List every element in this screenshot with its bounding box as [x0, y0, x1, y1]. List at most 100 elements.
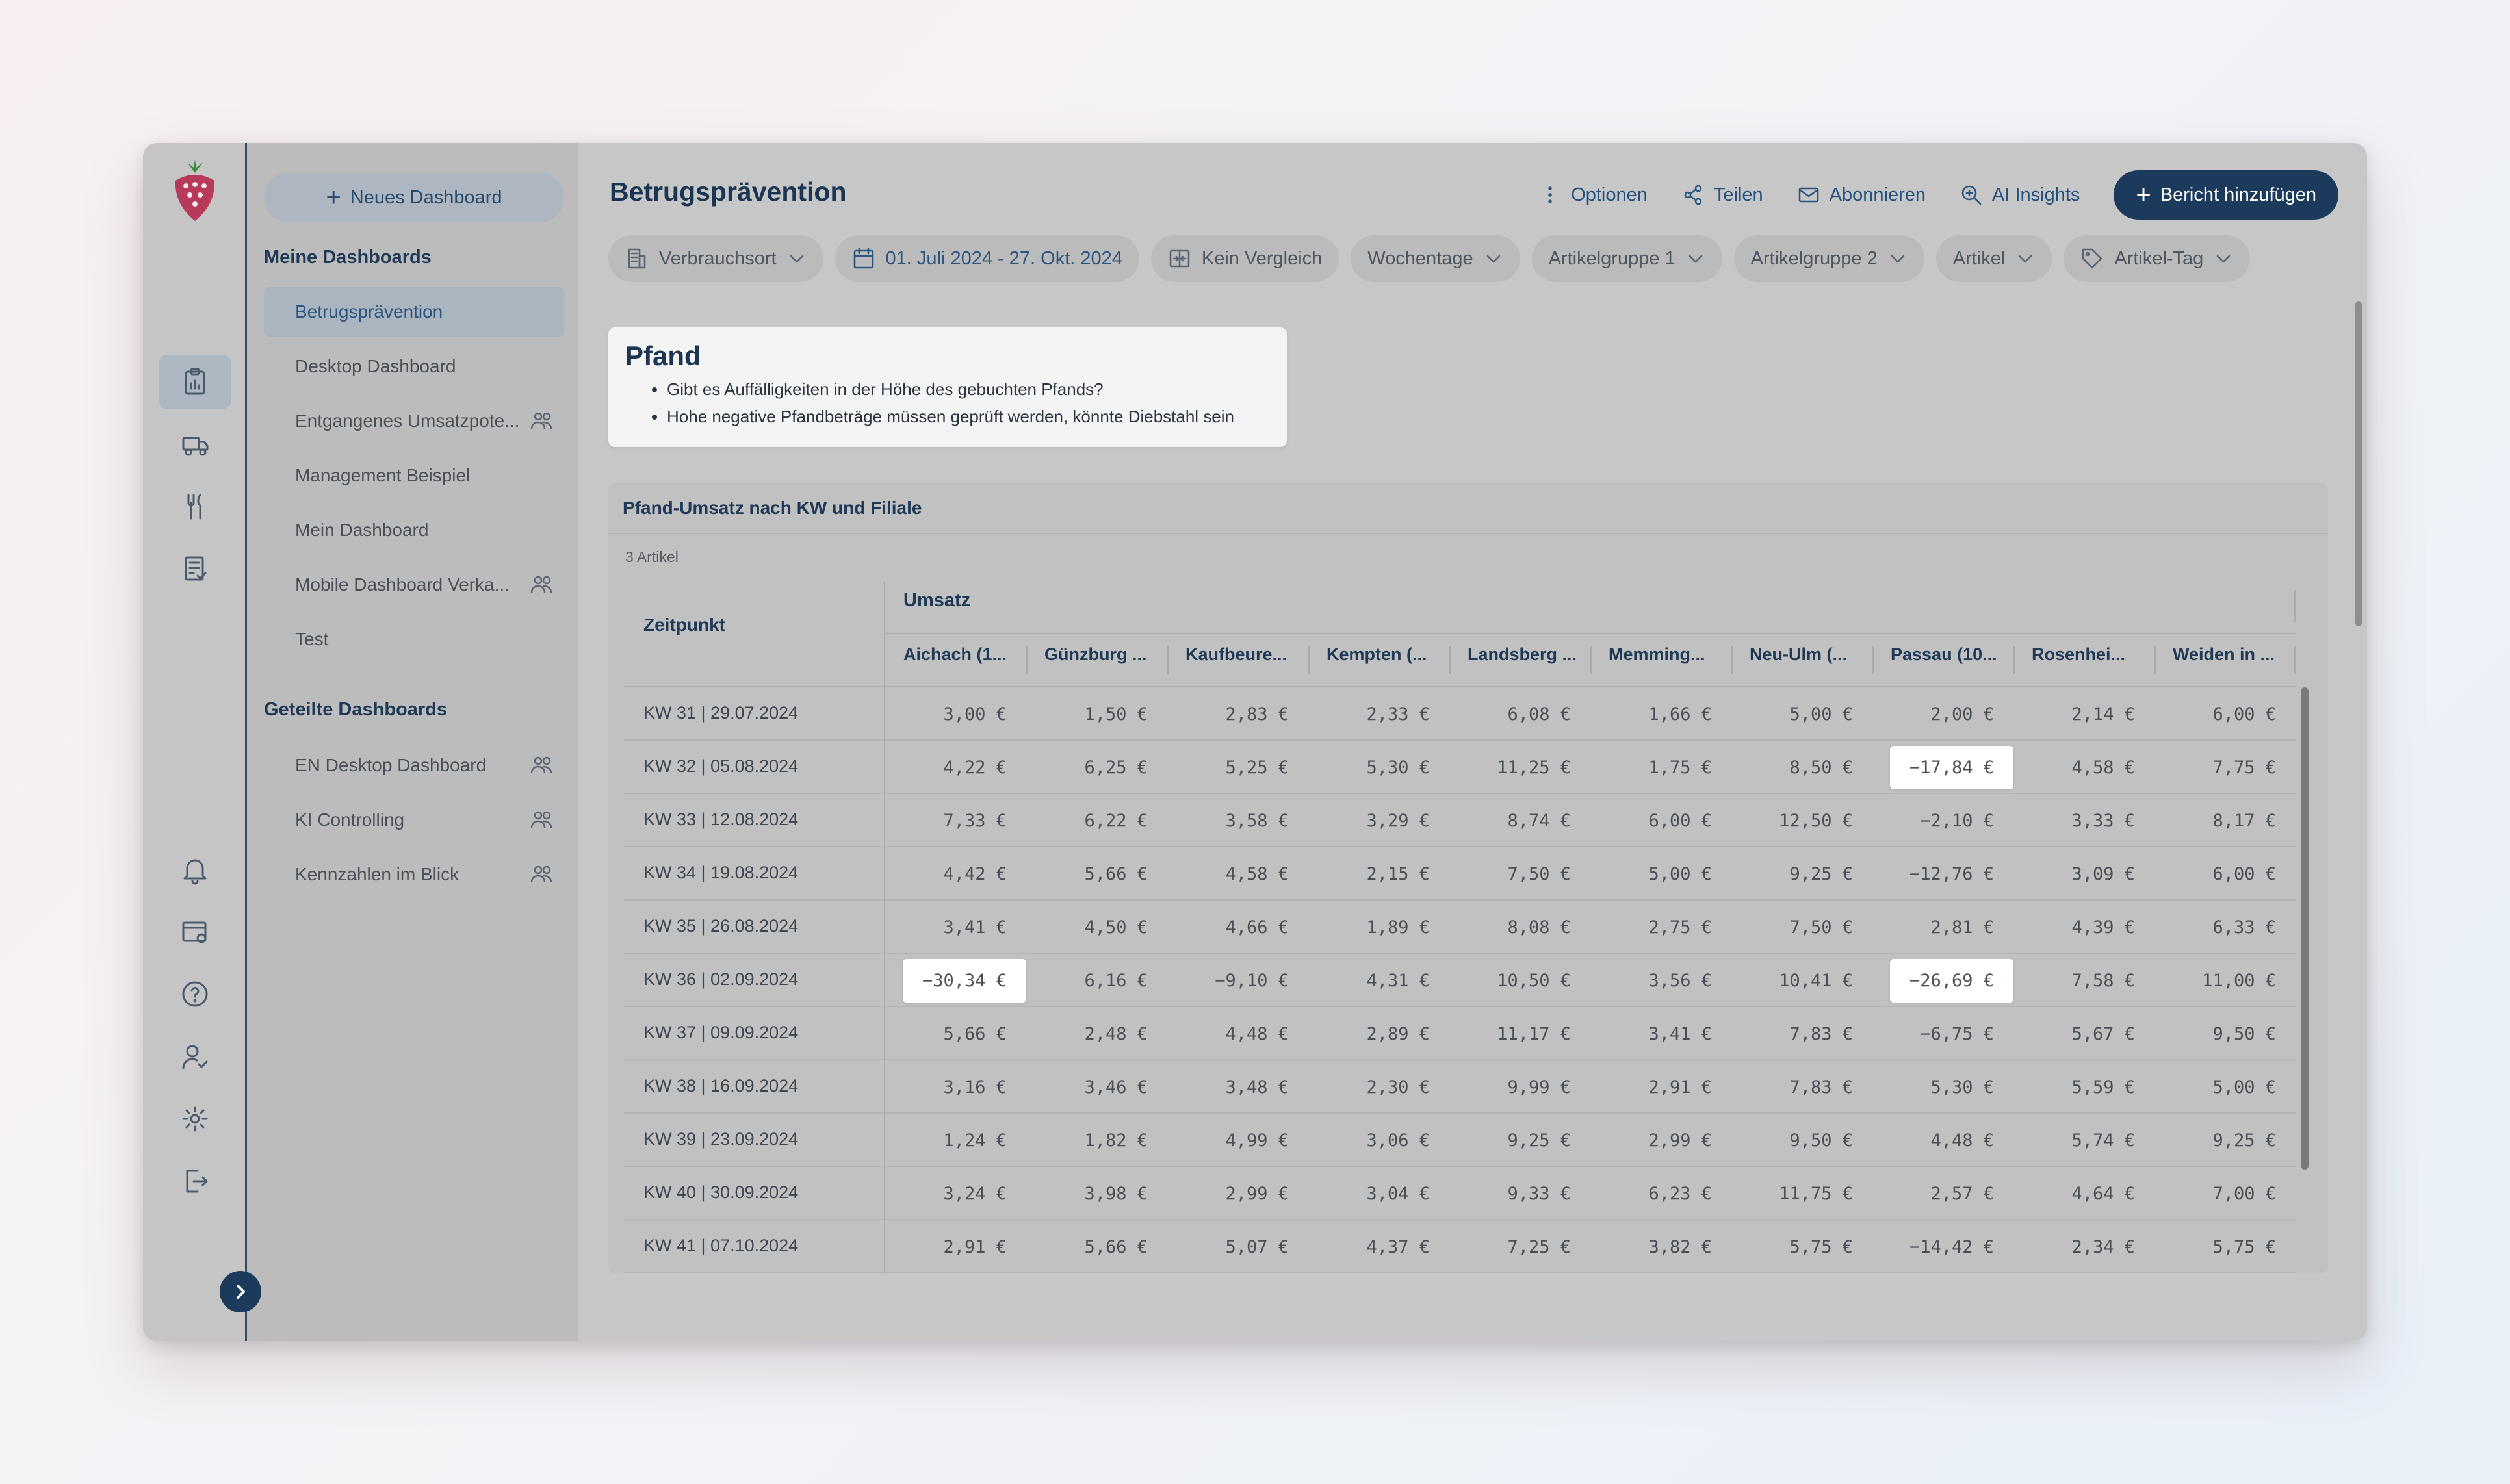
table-cell: 3,06 € — [1308, 1114, 1449, 1167]
table-cell: 2,33 € — [1308, 687, 1449, 741]
table-cell: 9,25 € — [1449, 1114, 1590, 1167]
table-cell: 9,25 € — [2154, 1114, 2296, 1167]
cell-value: 5,67 € — [2071, 1023, 2135, 1044]
sidebar-item-management-beispiel[interactable]: Management Beispiel — [264, 451, 564, 500]
table-row[interactable]: KW 41 | 07.10.2024 2,91 € 5,66 € 5,07 € 4,37… — [624, 1220, 2296, 1273]
cell-value: 2,91 € — [1648, 1077, 1712, 1097]
account-button[interactable] — [159, 1029, 231, 1084]
logout-button[interactable] — [159, 1154, 231, 1209]
shared-users-icon — [529, 862, 555, 888]
comparison-filter[interactable]: Kein Vergleich — [1150, 235, 1339, 282]
sidebar-item-ki-controlling[interactable]: KI Controlling — [264, 795, 564, 845]
table-row[interactable]: KW 35 | 26.08.2024 3,41 € 4,50 € 4,66 € 1,89… — [624, 901, 2296, 954]
table-cell: 5,30 € — [1872, 1060, 2013, 1114]
table-scrollbar[interactable] — [2301, 687, 2309, 1170]
help-circle-icon — [182, 981, 208, 1007]
chevron-down-icon — [2217, 255, 2231, 263]
cell-value: 4,42 € — [943, 864, 1007, 884]
dashboard-nav-button[interactable] — [159, 355, 231, 409]
sidebar-item-mobile-dashboard[interactable]: Mobile Dashboard Verka... — [264, 560, 564, 609]
settings-button[interactable] — [159, 1092, 231, 1146]
food-nav-button[interactable] — [159, 480, 231, 534]
cell-value: 5,30 € — [1366, 757, 1430, 778]
cell-value: 5,66 € — [1084, 864, 1148, 884]
subscribe-button[interactable]: Abonnieren — [1797, 183, 1926, 207]
column-header[interactable]: Neu-Ulm (... — [1750, 645, 1848, 664]
cell-value: 3,41 € — [1648, 1023, 1712, 1044]
article-filter[interactable]: Artikel — [1935, 235, 2052, 282]
cell-value: 7,25 € — [1507, 1236, 1571, 1257]
checklist-icon — [185, 556, 207, 581]
notifications-button[interactable] — [159, 842, 231, 897]
collapse-sidebar-button[interactable] — [220, 1271, 261, 1312]
table-cell: 7,75 € — [2154, 741, 2296, 794]
share-button[interactable]: Teilen — [1681, 183, 1763, 207]
table-body[interactable]: KW 31 | 29.07.2024 3,00 € 1,50 € 2,83 € 2,33… — [624, 687, 2296, 1273]
sidebar-item-test[interactable]: Test — [264, 615, 564, 664]
article-tag-filter[interactable]: Artikel-Tag — [2064, 235, 2251, 282]
table-row[interactable]: KW 31 | 29.07.2024 3,00 € 1,50 € 2,83 € 2,33… — [624, 687, 2296, 741]
ai-insights-button[interactable]: AI Insights — [1960, 183, 2080, 207]
sidebar-item-entgangenes-umsatzpotential[interactable]: Entgangenes Umsatzpote... — [264, 396, 564, 446]
date-range-label: 01. Juli 2024 - 27. Okt. 2024 — [885, 248, 1122, 269]
table-cell: 4,42 € — [885, 847, 1026, 901]
column-header[interactable]: Kaufbeure... — [1185, 645, 1287, 664]
sidebar-item-desktop-dashboard[interactable]: Desktop Dashboard — [264, 342, 564, 391]
column-header[interactable]: Landsberg ... — [1468, 645, 1577, 664]
table-cell: 1,82 € — [1026, 1114, 1167, 1167]
sidebar-item-en-desktop-dashboard[interactable]: EN Desktop Dashboard — [264, 741, 564, 790]
column-header[interactable]: Kempten (... — [1326, 645, 1427, 664]
sidebar-item-kennzahlen-im-blick[interactable]: Kennzahlen im Blick — [264, 850, 564, 899]
help-button[interactable] — [159, 967, 231, 1021]
table-cell: 6,00 € — [1590, 794, 1731, 847]
tag-icon — [2082, 248, 2102, 269]
date-range-filter[interactable]: 01. Juli 2024 - 27. Okt. 2024 — [835, 235, 1139, 282]
table-cell: 4,22 € — [885, 741, 1026, 794]
column-header[interactable]: Passau (10... — [1891, 645, 1997, 664]
table-row[interactable]: KW 39 | 23.09.2024 1,24 € 1,82 € 4,99 € 3,06… — [624, 1114, 2296, 1167]
column-header[interactable]: Rosenhei... — [2032, 645, 2126, 664]
column-header[interactable]: Aichach (1... — [903, 645, 1007, 664]
checklist-nav-button[interactable] — [159, 542, 231, 596]
weekdays-filter[interactable]: Wochentage — [1351, 235, 1520, 282]
cell-value: 1,89 € — [1366, 917, 1430, 938]
table-row[interactable]: KW 38 | 16.09.2024 3,16 € 3,46 € 3,48 € 2,30… — [624, 1060, 2296, 1114]
schedule-settings-button[interactable] — [159, 904, 231, 959]
chevron-down-icon — [1486, 255, 1500, 263]
table-row[interactable]: KW 33 | 12.08.2024 7,33 € 6,22 € 3,58 € 3,29… — [624, 794, 2296, 847]
table-cell: 4,99 € — [1167, 1114, 1308, 1167]
options-button[interactable]: Optionen — [1538, 183, 1648, 207]
table-cell: 3,46 € — [1026, 1060, 1167, 1114]
delivery-nav-button[interactable] — [159, 417, 231, 472]
sidebar-item-betrugspraevention[interactable]: Betrugsprävention — [264, 287, 564, 337]
table-cell: 7,58 € — [2013, 954, 2154, 1007]
table-row[interactable]: KW 36 | 02.09.2024 −30,34 € 6,16 € −9,10 € 4… — [624, 954, 2296, 1007]
location-filter-label: Verbrauchsort — [659, 248, 777, 269]
cell-value: 4,48 € — [1930, 1130, 1994, 1151]
new-dashboard-button[interactable]: + Neues Dashboard — [264, 173, 564, 222]
cell-value: 2,83 € — [1225, 704, 1289, 724]
sidebar-item-mein-dashboard[interactable]: Mein Dashboard — [264, 505, 564, 555]
table-row[interactable]: KW 37 | 09.09.2024 5,66 € 2,48 € 4,48 € 2,89… — [624, 1007, 2296, 1060]
table-row[interactable]: KW 32 | 05.08.2024 4,22 € 6,25 € 5,25 € 5,30… — [624, 741, 2296, 794]
cell-value: 4,58 € — [2071, 757, 2135, 778]
cell-value: 8,08 € — [1507, 917, 1571, 938]
column-header[interactable]: Memming... — [1609, 645, 1705, 664]
add-report-button[interactable]: + Bericht hinzufügen — [2114, 170, 2338, 220]
column-header[interactable]: Weiden in ... — [2173, 645, 2275, 664]
cell-value: 4,39 € — [2071, 917, 2135, 938]
table-cell: 4,66 € — [1167, 901, 1308, 954]
article-group-2-filter[interactable]: Artikelgruppe 2 — [1733, 235, 1924, 282]
article-group-1-filter[interactable]: Artikelgruppe 1 — [1531, 235, 1722, 282]
table-row[interactable]: KW 34 | 19.08.2024 4,42 € 5,66 € 4,58 € 2,15… — [624, 847, 2296, 901]
page-scrollbar[interactable] — [2355, 301, 2362, 626]
zeitpunkt-header[interactable]: Zeitpunkt — [643, 615, 725, 635]
cell-value: 3,33 € — [2071, 810, 2135, 831]
column-header[interactable]: Günzburg ... — [1044, 645, 1147, 664]
cell-value: 7,00 € — [2212, 1183, 2276, 1204]
table-cell: 3,56 € — [1590, 954, 1731, 1007]
cell-value: 2,33 € — [1366, 704, 1430, 724]
location-filter[interactable]: Verbrauchsort — [608, 235, 823, 282]
table-cell: 2,00 € — [1872, 687, 2013, 741]
table-row[interactable]: KW 40 | 30.09.2024 3,24 € 3,98 € 2,99 € 3,04… — [624, 1167, 2296, 1220]
